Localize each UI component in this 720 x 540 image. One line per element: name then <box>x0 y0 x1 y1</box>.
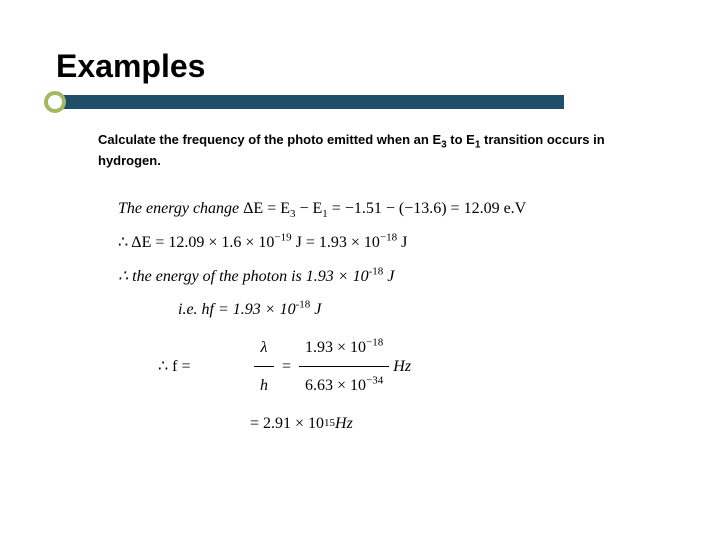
l1-rhs: = −1.51 − (−13.6) = 12.09 e.V <box>328 200 526 217</box>
l4-a: i.e. hf = 1.93 × 10 <box>178 301 296 318</box>
underline-bar <box>54 95 564 109</box>
l1-eq: ΔE = E <box>243 200 290 217</box>
l1-lead: The energy change <box>118 200 243 217</box>
math-line-4: i.e. hf = 1.93 × 10-18 J <box>178 293 672 327</box>
l6-b: Hz <box>335 407 353 441</box>
problem-mid: to <box>447 132 467 147</box>
frac2-num: 1.93 × 10−18 <box>299 331 389 368</box>
l4-exp: -18 <box>296 299 311 311</box>
l6-exp: 15 <box>324 412 335 435</box>
l3-a: ∴ the energy of the photon is 1.93 × 10 <box>118 268 369 285</box>
l2-exp2: −18 <box>380 232 397 244</box>
l3-b: J <box>383 268 394 285</box>
l2-a: ∴ ΔE = 12.09 × 1.6 × 10 <box>118 234 274 251</box>
math-derivation: The energy change ΔE = E3 − E1 = −1.51 −… <box>118 192 672 441</box>
frac-lambda-h: λ h <box>254 331 274 403</box>
problem-e1: E <box>466 132 475 147</box>
bullet-icon <box>44 91 66 113</box>
frac-numeric: 1.93 × 10−18 6.63 × 10−34 <box>299 331 389 403</box>
math-line-5: ∴ f = λ h = 1.93 × 10−18 6.63 × 10−34 Hz <box>158 331 672 403</box>
math-line-2: ∴ ΔE = 12.09 × 1.6 × 10−19 J = 1.93 × 10… <box>118 226 672 260</box>
problem-statement: Calculate the frequency of the photo emi… <box>98 131 642 170</box>
title-region: Examples <box>48 48 672 113</box>
l2-exp: −19 <box>274 232 291 244</box>
l1-mid: − E <box>296 200 323 217</box>
math-line-1: The energy change ΔE = E3 − E1 = −1.51 −… <box>118 192 672 226</box>
frac2-den: 6.63 × 10−34 <box>299 367 389 403</box>
frac1-den: h <box>254 367 274 403</box>
l2-c: J <box>397 234 407 251</box>
slide-title: Examples <box>48 48 672 85</box>
l3-exp: -18 <box>369 265 384 277</box>
title-underline <box>44 91 564 113</box>
problem-e3: E <box>432 132 441 147</box>
l6-a: = 2.91 × 10 <box>250 407 324 441</box>
math-line-3: ∴ the energy of the photon is 1.93 × 10-… <box>118 260 672 294</box>
problem-pre: Calculate the frequency of the photo emi… <box>98 132 432 147</box>
l5-hz: Hz <box>393 350 411 384</box>
l5-eq: = <box>282 350 291 384</box>
slide: Examples Calculate the frequency of the … <box>0 0 720 540</box>
l5-lead: ∴ f = <box>158 350 250 384</box>
l4-b: J <box>310 301 321 318</box>
l2-b: J = 1.93 × 10 <box>292 234 380 251</box>
math-line-6: = 2.91 × 1015 Hz <box>250 407 672 441</box>
frac1-num: λ <box>254 331 274 368</box>
